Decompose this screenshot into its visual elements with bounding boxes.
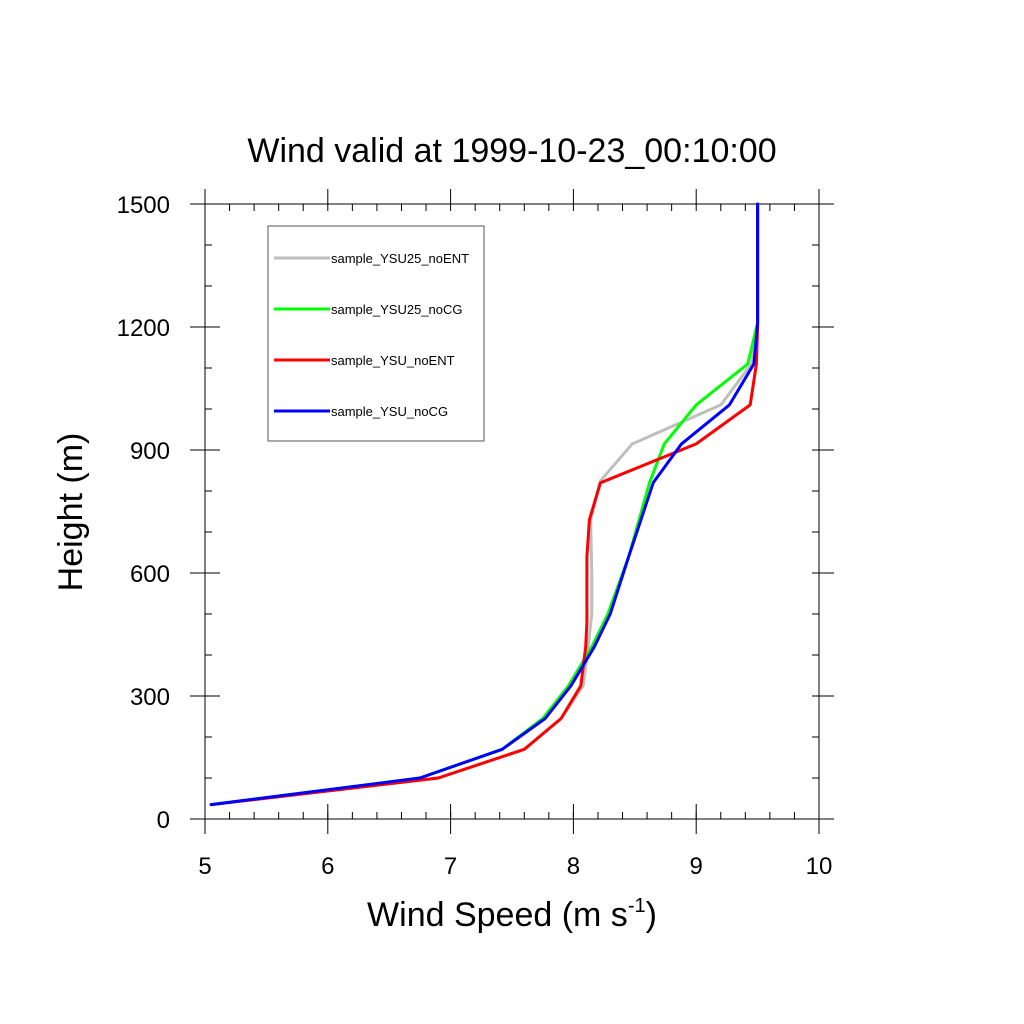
y-tick-label: 1500 <box>117 192 170 219</box>
series-line-sample_YSU_noCG <box>209 202 760 807</box>
series-lines <box>209 202 760 807</box>
x-tick-label: 9 <box>690 853 703 880</box>
major-ticks <box>190 189 834 834</box>
x-axis-label-main: Wind Speed (m s <box>367 896 628 934</box>
x-tick-label: 10 <box>806 853 833 880</box>
legend-items: sample_YSU25_noENT sample_YSU25_noCGsampl… <box>274 251 469 419</box>
legend-label: sample_YSU_noCG <box>331 404 448 419</box>
legend-box <box>267 225 485 442</box>
chart-title: Wind valid at 1999-10-23_00:10:00 <box>247 132 776 170</box>
x-tick-label: 7 <box>444 853 457 880</box>
y-tick-label: 300 <box>130 684 170 711</box>
y-tick-label: 600 <box>130 561 170 588</box>
plot-frame <box>204 203 820 820</box>
x-axis-label-sup: -1 <box>628 895 646 917</box>
legend-label: sample_YSU25_noENT <box>331 251 469 266</box>
x-tick-labels: 5 6 7 8 9 10 <box>198 853 832 880</box>
legend-label: sample_YSU_noENT <box>331 353 455 368</box>
x-tick-label: 6 <box>321 853 334 880</box>
y-axis-label: Height (m) <box>52 433 90 592</box>
y-tick-labels: 0 300 600 900 1200 1500 <box>117 192 170 834</box>
legend: sample_YSU25_noENT sample_YSU25_noCGsampl… <box>267 225 485 442</box>
plot-area: 5 6 7 8 9 10 0 300 600 900 1200 1500 <box>117 189 834 880</box>
legend-label: sample_YSU25_noCG <box>331 302 463 317</box>
y-tick-label: 0 <box>157 807 170 834</box>
x-axis-label-end: ) <box>646 896 657 934</box>
y-tick-label: 1200 <box>117 315 170 342</box>
x-axis-label: Wind Speed (m s-1) <box>367 895 657 934</box>
x-tick-label: 8 <box>567 853 580 880</box>
x-tick-label: 5 <box>198 853 211 880</box>
y-tick-label: 900 <box>130 438 170 465</box>
